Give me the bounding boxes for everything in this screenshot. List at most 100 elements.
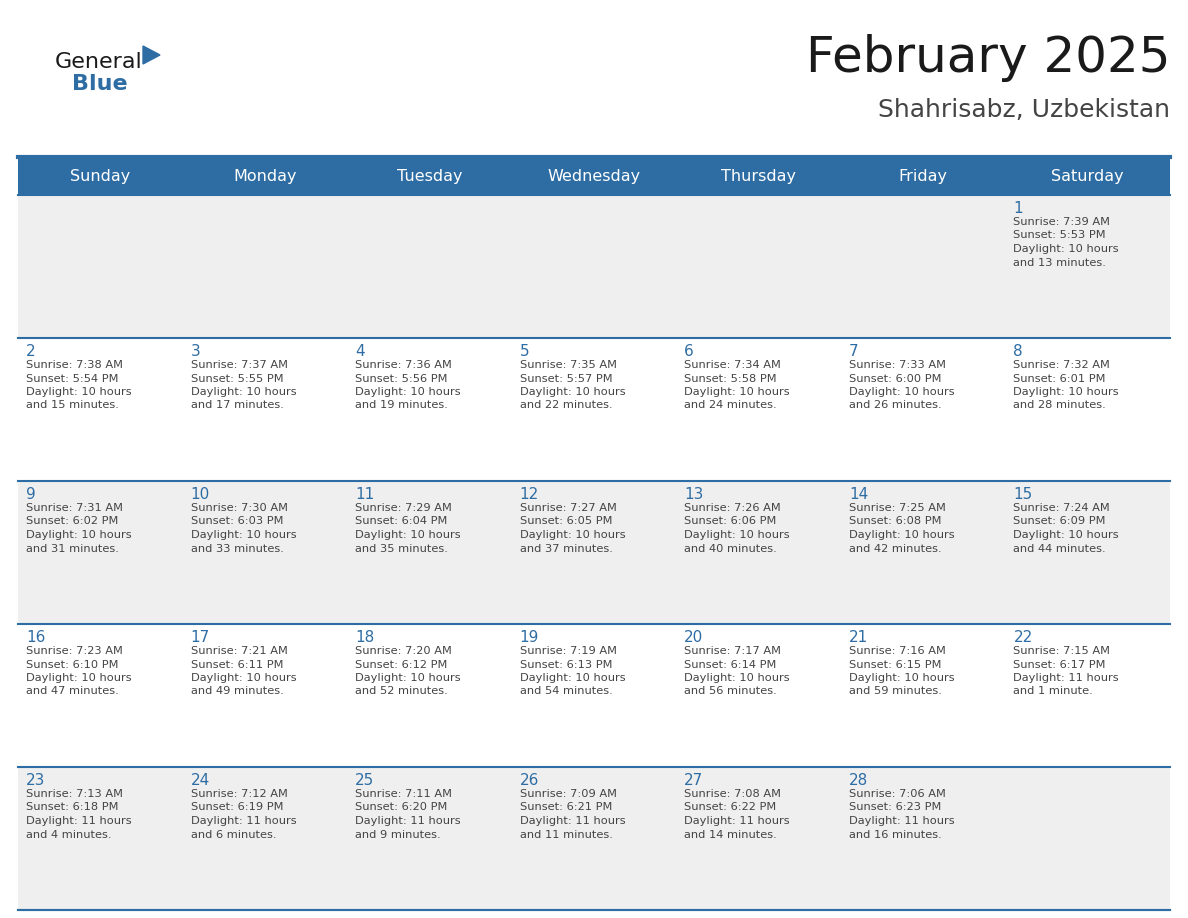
Text: Sunrise: 7:37 AM: Sunrise: 7:37 AM [190, 360, 287, 370]
Text: Sunrise: 7:29 AM: Sunrise: 7:29 AM [355, 503, 451, 513]
Text: Daylight: 10 hours: Daylight: 10 hours [190, 387, 296, 397]
Text: 13: 13 [684, 487, 703, 502]
Text: Daylight: 11 hours: Daylight: 11 hours [684, 816, 790, 826]
Text: Sunset: 5:54 PM: Sunset: 5:54 PM [26, 374, 119, 384]
Polygon shape [143, 46, 160, 64]
Bar [18, 338, 1170, 481]
Text: Sunrise: 7:39 AM: Sunrise: 7:39 AM [1013, 217, 1111, 227]
Text: Sunset: 6:23 PM: Sunset: 6:23 PM [849, 802, 941, 812]
Text: Sunrise: 7:16 AM: Sunrise: 7:16 AM [849, 646, 946, 656]
Text: Sunset: 6:17 PM: Sunset: 6:17 PM [1013, 659, 1106, 669]
Text: Sunset: 6:15 PM: Sunset: 6:15 PM [849, 659, 941, 669]
Text: 1: 1 [1013, 201, 1023, 216]
Text: Daylight: 10 hours: Daylight: 10 hours [684, 530, 790, 540]
Text: and 26 minutes.: and 26 minutes. [849, 400, 941, 410]
Text: Sunrise: 7:12 AM: Sunrise: 7:12 AM [190, 789, 287, 799]
Bar [18, 195, 1170, 338]
Text: Sunrise: 7:06 AM: Sunrise: 7:06 AM [849, 789, 946, 799]
Text: Sunrise: 7:13 AM: Sunrise: 7:13 AM [26, 789, 124, 799]
Text: and 33 minutes.: and 33 minutes. [190, 543, 284, 554]
Text: Daylight: 10 hours: Daylight: 10 hours [684, 387, 790, 397]
Text: 8: 8 [1013, 344, 1023, 359]
Text: 6: 6 [684, 344, 694, 359]
Text: Daylight: 11 hours: Daylight: 11 hours [849, 816, 954, 826]
Text: and 6 minutes.: and 6 minutes. [190, 830, 276, 839]
Text: and 59 minutes.: and 59 minutes. [849, 687, 942, 697]
Text: 10: 10 [190, 487, 210, 502]
Text: Sunset: 6:08 PM: Sunset: 6:08 PM [849, 517, 941, 527]
Text: 26: 26 [519, 773, 539, 788]
Text: 16: 16 [26, 630, 45, 645]
Text: Thursday: Thursday [721, 169, 796, 184]
Text: 23: 23 [26, 773, 45, 788]
Text: 21: 21 [849, 630, 868, 645]
Text: Sunrise: 7:34 AM: Sunrise: 7:34 AM [684, 360, 782, 370]
Bar [18, 481, 1170, 624]
Text: Sunset: 6:13 PM: Sunset: 6:13 PM [519, 659, 612, 669]
Text: Sunrise: 7:33 AM: Sunrise: 7:33 AM [849, 360, 946, 370]
Text: Blue: Blue [72, 74, 127, 94]
Text: Daylight: 11 hours: Daylight: 11 hours [1013, 673, 1119, 683]
Text: Sunset: 6:05 PM: Sunset: 6:05 PM [519, 517, 612, 527]
Text: Sunrise: 7:32 AM: Sunrise: 7:32 AM [1013, 360, 1111, 370]
Text: and 13 minutes.: and 13 minutes. [1013, 258, 1106, 267]
Text: Wednesday: Wednesday [548, 169, 640, 184]
Text: Sunset: 6:20 PM: Sunset: 6:20 PM [355, 802, 448, 812]
Text: Daylight: 10 hours: Daylight: 10 hours [849, 673, 954, 683]
Text: 2: 2 [26, 344, 36, 359]
Text: 15: 15 [1013, 487, 1032, 502]
Text: and 4 minutes.: and 4 minutes. [26, 830, 112, 839]
Text: and 47 minutes.: and 47 minutes. [26, 687, 119, 697]
Text: Daylight: 11 hours: Daylight: 11 hours [355, 816, 461, 826]
Text: Daylight: 10 hours: Daylight: 10 hours [684, 673, 790, 683]
Text: 9: 9 [26, 487, 36, 502]
Text: Sunset: 6:12 PM: Sunset: 6:12 PM [355, 659, 448, 669]
Bar [18, 157, 1170, 195]
Text: and 17 minutes.: and 17 minutes. [190, 400, 284, 410]
Text: Daylight: 10 hours: Daylight: 10 hours [1013, 387, 1119, 397]
Text: Daylight: 11 hours: Daylight: 11 hours [26, 816, 132, 826]
Text: Daylight: 11 hours: Daylight: 11 hours [519, 816, 625, 826]
Text: Sunrise: 7:36 AM: Sunrise: 7:36 AM [355, 360, 451, 370]
Text: and 37 minutes.: and 37 minutes. [519, 543, 613, 554]
Text: Sunset: 6:06 PM: Sunset: 6:06 PM [684, 517, 777, 527]
Text: General: General [55, 52, 143, 72]
Text: and 19 minutes.: and 19 minutes. [355, 400, 448, 410]
Text: Sunrise: 7:17 AM: Sunrise: 7:17 AM [684, 646, 782, 656]
Text: Saturday: Saturday [1051, 169, 1124, 184]
Text: 5: 5 [519, 344, 530, 359]
Text: 24: 24 [190, 773, 210, 788]
Text: February 2025: February 2025 [805, 34, 1170, 82]
Text: Daylight: 10 hours: Daylight: 10 hours [849, 387, 954, 397]
Text: Sunset: 5:55 PM: Sunset: 5:55 PM [190, 374, 283, 384]
Text: Sunrise: 7:31 AM: Sunrise: 7:31 AM [26, 503, 124, 513]
Text: Sunset: 6:18 PM: Sunset: 6:18 PM [26, 802, 119, 812]
Text: Sunrise: 7:09 AM: Sunrise: 7:09 AM [519, 789, 617, 799]
Text: and 35 minutes.: and 35 minutes. [355, 543, 448, 554]
Text: Sunset: 6:10 PM: Sunset: 6:10 PM [26, 659, 119, 669]
Text: Sunset: 5:56 PM: Sunset: 5:56 PM [355, 374, 448, 384]
Text: and 16 minutes.: and 16 minutes. [849, 830, 942, 839]
Text: Sunrise: 7:25 AM: Sunrise: 7:25 AM [849, 503, 946, 513]
Text: Daylight: 10 hours: Daylight: 10 hours [190, 530, 296, 540]
Text: and 22 minutes.: and 22 minutes. [519, 400, 612, 410]
Text: Sunday: Sunday [70, 169, 131, 184]
Text: Sunset: 6:04 PM: Sunset: 6:04 PM [355, 517, 448, 527]
Text: 19: 19 [519, 630, 539, 645]
Text: Sunrise: 7:30 AM: Sunrise: 7:30 AM [190, 503, 287, 513]
Text: Sunset: 6:19 PM: Sunset: 6:19 PM [190, 802, 283, 812]
Text: Sunrise: 7:24 AM: Sunrise: 7:24 AM [1013, 503, 1110, 513]
Text: Monday: Monday [233, 169, 297, 184]
Text: Daylight: 10 hours: Daylight: 10 hours [355, 530, 461, 540]
Text: and 44 minutes.: and 44 minutes. [1013, 543, 1106, 554]
Text: Sunrise: 7:15 AM: Sunrise: 7:15 AM [1013, 646, 1111, 656]
Text: and 1 minute.: and 1 minute. [1013, 687, 1093, 697]
Text: Daylight: 10 hours: Daylight: 10 hours [26, 387, 132, 397]
Text: 11: 11 [355, 487, 374, 502]
Text: Daylight: 10 hours: Daylight: 10 hours [519, 530, 625, 540]
Text: Sunset: 6:09 PM: Sunset: 6:09 PM [1013, 517, 1106, 527]
Text: Sunset: 6:00 PM: Sunset: 6:00 PM [849, 374, 941, 384]
Text: Sunset: 6:14 PM: Sunset: 6:14 PM [684, 659, 777, 669]
Text: Shahrisabz, Uzbekistan: Shahrisabz, Uzbekistan [878, 98, 1170, 122]
Text: Daylight: 10 hours: Daylight: 10 hours [26, 530, 132, 540]
